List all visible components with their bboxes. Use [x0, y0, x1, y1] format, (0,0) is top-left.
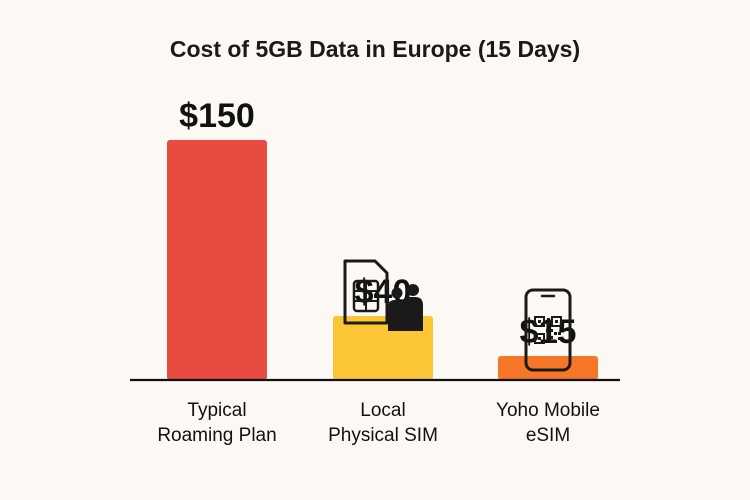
category-label-2: Local Physical SIM [328, 400, 438, 446]
qr-code-icon [534, 316, 562, 344]
bar-3 [498, 356, 598, 380]
bars-layer [167, 140, 598, 380]
smartphone-qr-code-icon [524, 288, 572, 372]
sim-card-with-people-icon [343, 259, 423, 331]
category-label-3: Yoho Mobile eSIM [496, 400, 600, 446]
people-icon [388, 284, 423, 331]
sim-chip [352, 279, 380, 313]
chart-title: Cost of 5GB Data in Europe (15 Days) [170, 36, 580, 62]
category-label-1: Typical Roaming Plan [157, 400, 276, 446]
sim-card-outline [343, 259, 389, 325]
icons-layer [343, 259, 572, 372]
category-labels-layer: Typical Roaming Plan Local Physical SIM Yoho… [157, 400, 600, 446]
bar-1 [167, 140, 267, 380]
bar-2 [333, 316, 433, 380]
value-label-1: $150 [179, 97, 255, 135]
phone-outline [524, 288, 572, 372]
